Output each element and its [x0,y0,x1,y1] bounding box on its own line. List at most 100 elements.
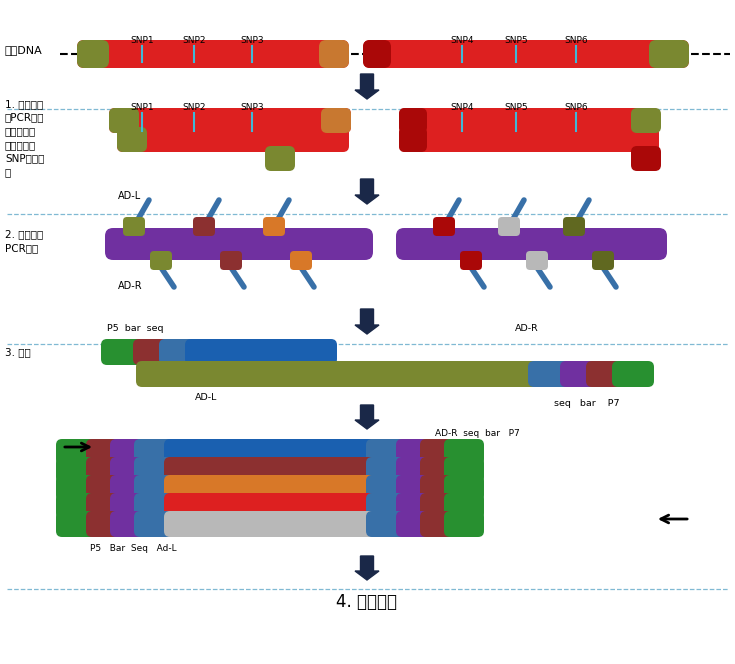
Text: P5  bar  seq: P5 bar seq [107,324,163,333]
FancyBboxPatch shape [117,127,147,152]
FancyBboxPatch shape [363,40,689,68]
FancyBboxPatch shape [366,439,406,465]
FancyBboxPatch shape [612,361,654,387]
Text: SNP5: SNP5 [504,36,528,45]
FancyBboxPatch shape [86,511,120,537]
Text: SNP4: SNP4 [451,36,474,45]
FancyBboxPatch shape [56,511,96,537]
FancyBboxPatch shape [399,108,659,133]
FancyBboxPatch shape [319,40,349,68]
Text: AD-R: AD-R [118,281,143,291]
FancyArrow shape [355,179,379,204]
Text: AD-L: AD-L [118,191,141,201]
Text: SNP5: SNP5 [504,103,528,112]
Text: SNP3: SNP3 [240,36,264,45]
FancyBboxPatch shape [396,457,430,483]
FancyBboxPatch shape [56,439,96,465]
FancyBboxPatch shape [77,40,109,68]
FancyBboxPatch shape [560,361,596,387]
Text: seq   bar    P7: seq bar P7 [554,399,620,408]
FancyBboxPatch shape [399,127,659,152]
FancyBboxPatch shape [366,493,406,519]
FancyBboxPatch shape [528,361,570,387]
FancyBboxPatch shape [396,493,430,519]
FancyBboxPatch shape [498,217,520,236]
FancyBboxPatch shape [396,228,667,260]
FancyArrow shape [355,74,379,99]
FancyBboxPatch shape [265,146,295,171]
FancyBboxPatch shape [109,108,139,133]
FancyBboxPatch shape [649,40,689,68]
FancyBboxPatch shape [586,361,622,387]
Text: SNP6: SNP6 [564,103,588,112]
FancyBboxPatch shape [396,439,430,465]
FancyBboxPatch shape [101,339,143,365]
FancyBboxPatch shape [164,457,376,483]
FancyArrow shape [355,556,379,580]
Text: SNP3: SNP3 [240,103,264,112]
Text: AD-L: AD-L [195,393,218,402]
FancyBboxPatch shape [399,127,427,152]
Text: AD-R: AD-R [515,324,539,333]
FancyBboxPatch shape [444,493,484,519]
FancyBboxPatch shape [290,251,312,270]
FancyBboxPatch shape [420,457,454,483]
FancyBboxPatch shape [185,339,337,365]
Text: SNP2: SNP2 [182,36,206,45]
FancyBboxPatch shape [420,493,454,519]
FancyBboxPatch shape [110,493,144,519]
FancyBboxPatch shape [193,217,215,236]
FancyBboxPatch shape [56,475,96,501]
FancyBboxPatch shape [263,217,285,236]
FancyBboxPatch shape [444,475,484,501]
FancyBboxPatch shape [150,251,172,270]
FancyBboxPatch shape [110,511,144,537]
FancyBboxPatch shape [399,108,427,133]
FancyBboxPatch shape [366,457,406,483]
Text: 1. 多重长片
段PCR跨越
高同源区段
特异性扩增
SNP侧翼序
列: 1. 多重长片 段PCR跨越 高同源区段 特异性扩增 SNP侧翼序 列 [5,99,45,177]
Text: SNP1: SNP1 [130,103,154,112]
FancyBboxPatch shape [123,217,145,236]
FancyBboxPatch shape [134,475,174,501]
FancyArrow shape [355,405,379,429]
FancyBboxPatch shape [110,475,144,501]
FancyBboxPatch shape [134,493,174,519]
FancyArrow shape [355,309,379,334]
FancyBboxPatch shape [444,511,484,537]
FancyBboxPatch shape [460,251,482,270]
FancyBboxPatch shape [396,511,430,537]
FancyBboxPatch shape [109,108,351,133]
FancyBboxPatch shape [164,511,376,537]
FancyBboxPatch shape [433,217,455,236]
Text: 4. 上机测序: 4. 上机测序 [337,593,398,611]
FancyBboxPatch shape [133,339,169,365]
Text: P5   Bar  Seq   Ad-L: P5 Bar Seq Ad-L [90,544,176,553]
FancyBboxPatch shape [592,251,614,270]
FancyBboxPatch shape [164,475,376,501]
FancyBboxPatch shape [159,339,195,365]
FancyBboxPatch shape [420,439,454,465]
FancyBboxPatch shape [86,439,120,465]
FancyBboxPatch shape [220,251,242,270]
Text: 3. 建库: 3. 建库 [5,347,31,357]
Text: SNP4: SNP4 [451,103,474,112]
FancyBboxPatch shape [134,439,174,465]
Text: SNP2: SNP2 [182,103,206,112]
Text: 起始DNA: 起始DNA [5,45,43,55]
FancyBboxPatch shape [444,439,484,465]
FancyBboxPatch shape [420,511,454,537]
FancyBboxPatch shape [526,251,548,270]
FancyBboxPatch shape [631,108,661,133]
FancyBboxPatch shape [134,457,174,483]
FancyBboxPatch shape [110,439,144,465]
Text: SNP6: SNP6 [564,36,588,45]
Text: SNP1: SNP1 [130,36,154,45]
FancyBboxPatch shape [321,108,351,133]
FancyBboxPatch shape [86,475,120,501]
FancyBboxPatch shape [136,361,538,387]
FancyBboxPatch shape [396,475,430,501]
FancyBboxPatch shape [117,127,349,152]
FancyBboxPatch shape [366,475,406,501]
FancyBboxPatch shape [563,217,585,236]
FancyBboxPatch shape [444,457,484,483]
